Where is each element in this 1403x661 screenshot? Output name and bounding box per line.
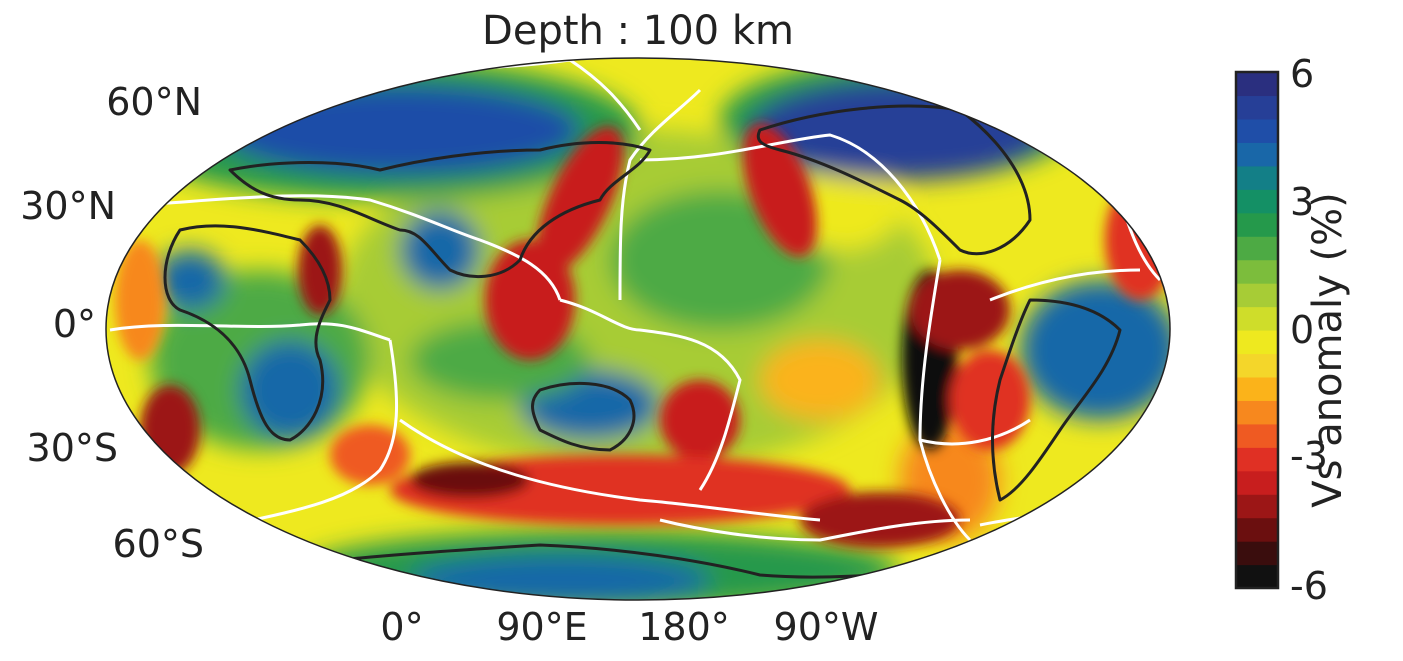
colorbar-segment [1236, 447, 1278, 471]
colorbar-label-box: Vs anomaly (%) [1298, 160, 1358, 540]
colorbar-segment [1236, 283, 1278, 307]
colorbar [1236, 72, 1278, 589]
colorbar-segment [1236, 142, 1278, 166]
colorbar-segments [1236, 72, 1278, 589]
colorbar-segment [1236, 565, 1278, 589]
colorbar-segment [1236, 166, 1278, 190]
colorbar-segment [1236, 260, 1278, 284]
colorbar-segment [1236, 119, 1278, 143]
colorbar-segment [1236, 72, 1278, 96]
colorbar-segment [1236, 330, 1278, 354]
colorbar-segment [1236, 494, 1278, 518]
colorbar-segment [1236, 95, 1278, 119]
colorbar-segment [1236, 189, 1278, 213]
colorbar-tick-neg6: -6 [1290, 566, 1328, 606]
colorbar-segment [1236, 377, 1278, 401]
colorbar-label: Vs anomaly (%) [1305, 192, 1351, 507]
colorbar-segment [1236, 236, 1278, 260]
colorbar-tick-6: 6 [1290, 54, 1314, 94]
colorbar-segment [1236, 353, 1278, 377]
colorbar-segment [1236, 213, 1278, 237]
colorbar-segment [1236, 424, 1278, 448]
colorbar-segment [1236, 518, 1278, 542]
colorbar-segment [1236, 541, 1278, 565]
colorbar-segment [1236, 471, 1278, 495]
colorbar-segment [1236, 307, 1278, 331]
colorbar-segment [1236, 400, 1278, 424]
